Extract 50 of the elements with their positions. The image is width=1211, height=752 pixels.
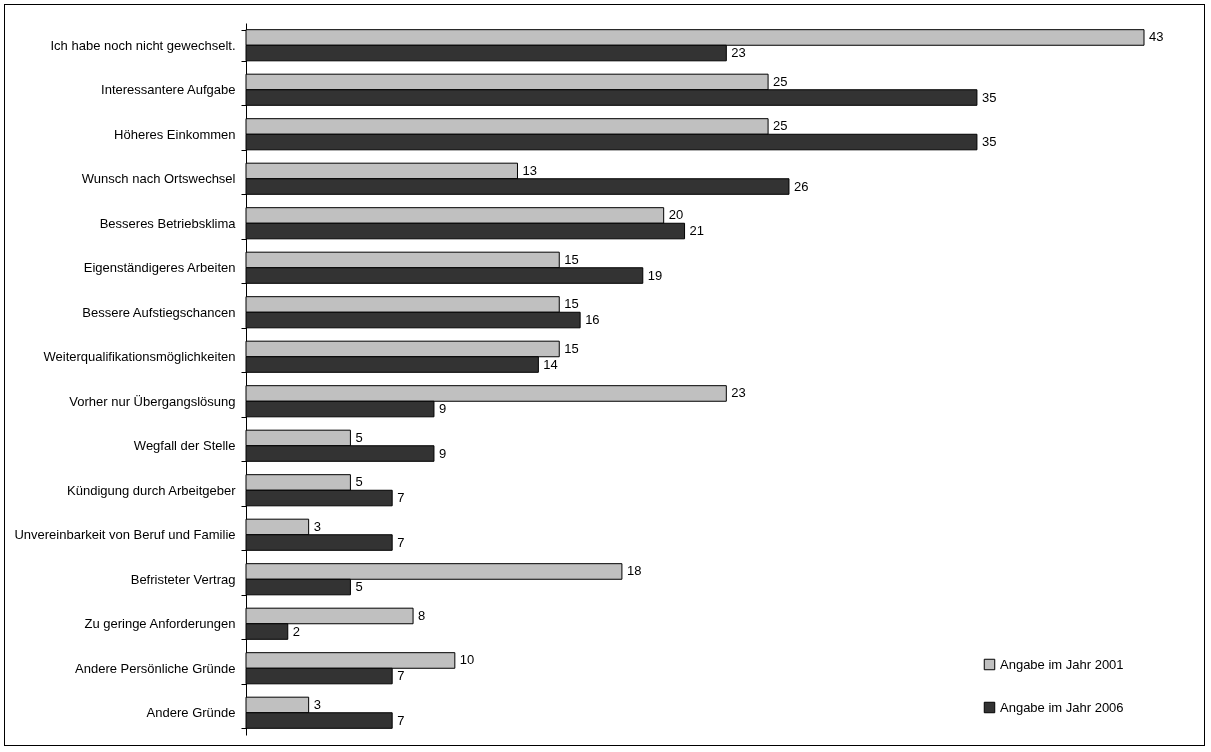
y-tick-label: Wunsch nach Ortswechsel bbox=[81, 171, 236, 187]
data-label: 9 bbox=[438, 445, 447, 461]
data-label: 5 bbox=[355, 579, 363, 595]
data-label: 16 bbox=[585, 312, 600, 328]
y-tick-label: Bessere Aufstiegschancen bbox=[82, 304, 236, 320]
data-label: 2 bbox=[292, 623, 300, 639]
data-label: 13 bbox=[522, 162, 537, 178]
data-label: 15 bbox=[564, 296, 579, 312]
data-label: 7 bbox=[397, 712, 405, 728]
y-tick-label: Andere Gründe bbox=[146, 705, 236, 721]
data-label: 14 bbox=[543, 356, 558, 372]
legend-label: Angabe im Jahr 2006 bbox=[1000, 699, 1124, 715]
y-tick-label: Vorher nur Übergangslösung bbox=[69, 393, 236, 409]
y-tick-label: Weiterqualifikationsmöglichkeiten bbox=[43, 349, 236, 365]
data-label: 15 bbox=[564, 251, 579, 267]
legend-label: Angabe im Jahr 2001 bbox=[1000, 656, 1124, 672]
y-tick-label: Ich habe noch nicht gewechselt. bbox=[50, 37, 236, 53]
data-label: 5 bbox=[355, 429, 363, 445]
data-label: 35 bbox=[981, 134, 997, 150]
data-label: 9 bbox=[438, 401, 447, 417]
y-tick-label: Höheres Einkommen bbox=[114, 126, 236, 142]
data-label: 26 bbox=[793, 178, 809, 194]
data-label: 5 bbox=[355, 474, 363, 490]
data-label: 10 bbox=[459, 652, 475, 668]
data-label: 3 bbox=[313, 518, 321, 534]
y-tick-label: Besseres Betriebsklima bbox=[99, 215, 237, 231]
data-label: 43 bbox=[1149, 29, 1164, 45]
data-label: 7 bbox=[397, 490, 405, 506]
data-label: 21 bbox=[689, 223, 705, 239]
data-label: 25 bbox=[773, 118, 788, 134]
data-label: 19 bbox=[647, 267, 663, 283]
data-label: 7 bbox=[397, 668, 405, 684]
data-label: 25 bbox=[773, 73, 788, 89]
data-label: 3 bbox=[313, 696, 321, 712]
data-label: 15 bbox=[564, 340, 579, 356]
data-label: 20 bbox=[668, 207, 684, 223]
data-label: 8 bbox=[418, 607, 426, 623]
data-label: 23 bbox=[731, 45, 746, 61]
data-label: 35 bbox=[981, 89, 997, 105]
y-tick-label: Zu geringe Anforderungen bbox=[84, 616, 236, 632]
y-tick-label: Interessantere Aufgabe bbox=[101, 82, 236, 98]
y-tick-label: Unvereinbarkeit von Beruf und Familie bbox=[14, 527, 236, 543]
data-label: 18 bbox=[626, 563, 642, 579]
y-tick-label: Befristeter Vertrag bbox=[130, 571, 236, 587]
y-tick-label: Kündigung durch Arbeitgeber bbox=[67, 482, 237, 498]
y-tick-label: Wegfall der Stelle bbox=[133, 438, 236, 454]
data-label: 23 bbox=[731, 385, 746, 401]
y-tick-label: Eigenständigeres Arbeiten bbox=[83, 260, 236, 276]
data-label: 7 bbox=[397, 534, 405, 550]
y-tick-label: Andere Persönliche Gründe bbox=[75, 660, 236, 676]
